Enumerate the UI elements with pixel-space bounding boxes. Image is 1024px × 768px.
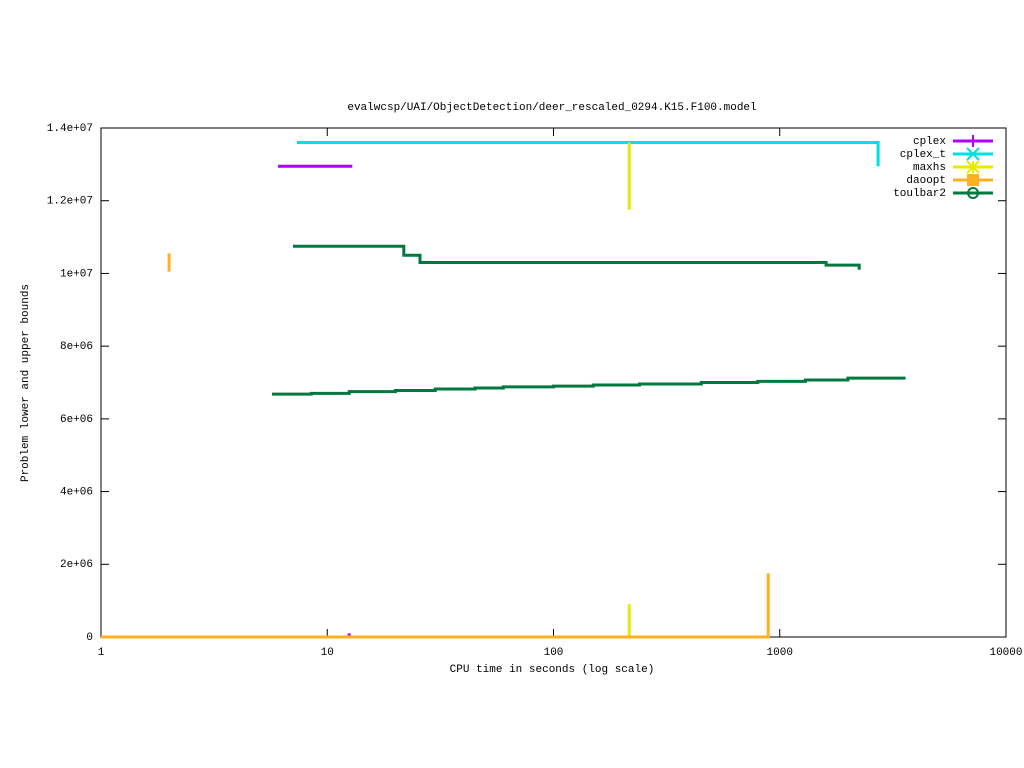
legend-marker [967, 135, 979, 147]
y-axis-label: Problem lower and upper bounds [20, 284, 32, 482]
y-tick-label: 8e+06 [60, 341, 93, 353]
legend-label: cplex_t [900, 149, 946, 161]
y-tick-label: 1e+07 [60, 268, 93, 280]
y-tick-label: 0 [86, 632, 93, 644]
chart-title: evalwcsp/UAI/ObjectDetection/deer_rescal… [347, 102, 756, 114]
y-tick-label: 2e+06 [60, 559, 93, 571]
legend-label: daoopt [906, 175, 946, 187]
series-line [101, 253, 770, 639]
series-line [272, 244, 906, 396]
legend-marker [967, 174, 979, 186]
legend-label: toulbar2 [893, 188, 946, 200]
x-tick-label: 1 [98, 647, 105, 659]
series-line [297, 141, 880, 167]
legend-label: maxhs [913, 162, 946, 174]
legend-marker [966, 160, 980, 174]
x-tick-label: 10000 [989, 647, 1022, 659]
legend-marker [967, 187, 979, 199]
x-tick-label: 100 [544, 647, 564, 659]
x-axis-label: CPU time in seconds (log scale) [450, 664, 655, 676]
x-tick-label: 10 [321, 647, 334, 659]
y-tick-label: 6e+06 [60, 414, 93, 426]
x-tick-label: 1000 [767, 647, 793, 659]
y-tick-label: 4e+06 [60, 486, 93, 498]
legend-marker [966, 147, 980, 161]
legend-label: cplex [913, 136, 946, 148]
y-tick-label: 1.4e+07 [47, 123, 93, 135]
y-tick-label: 1.2e+07 [47, 196, 93, 208]
